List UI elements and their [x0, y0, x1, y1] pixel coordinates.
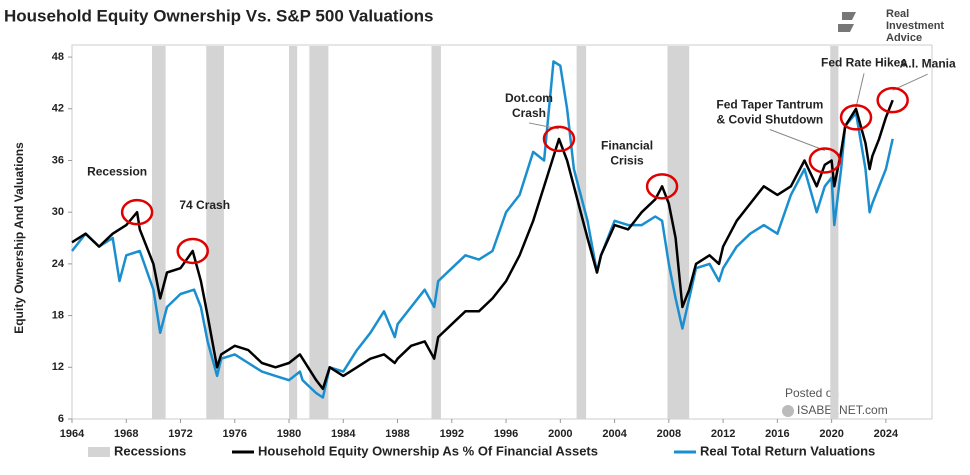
legend-swatch — [88, 447, 110, 457]
leader-line — [769, 129, 826, 151]
legend-label: Real Total Return Valuations — [700, 443, 875, 458]
x-tick-label: 2020 — [819, 428, 843, 440]
recession-band — [576, 46, 587, 419]
recession-band — [309, 46, 329, 419]
x-tick-label: 2016 — [765, 428, 789, 440]
recession-band — [152, 46, 166, 419]
y-tick-label: 30 — [52, 206, 64, 218]
x-tick-label: 1972 — [168, 428, 192, 440]
annotation: Dot.com — [505, 91, 553, 105]
annotation: Financial — [601, 138, 653, 152]
x-tick-label: 2000 — [548, 428, 572, 440]
y-tick-label: 24 — [52, 258, 65, 270]
y-tick-label: 42 — [52, 103, 64, 115]
leader-line — [855, 73, 865, 108]
series-line — [71, 60, 894, 399]
x-tick-label: 1964 — [60, 428, 85, 440]
posted-on: Posted on — [785, 386, 839, 400]
annotation-circle — [542, 125, 576, 153]
annotation: A.I. Mania — [900, 56, 956, 70]
x-tick-label: 1984 — [331, 428, 356, 440]
y-tick-label: 36 — [52, 154, 64, 166]
x-tick-label: 1992 — [440, 428, 464, 440]
recession-band — [667, 46, 690, 419]
brand: Real — [886, 8, 909, 20]
recession-band — [431, 46, 441, 419]
recession-band — [289, 46, 298, 419]
legend-label: Household Equity Ownership As % Of Finan… — [258, 443, 598, 458]
recession-band — [830, 46, 839, 419]
x-tick-label: 1968 — [114, 428, 138, 440]
annotation-circle — [120, 198, 154, 226]
annotation: Fed Rate Hikes — [821, 56, 907, 70]
x-tick-label: 1996 — [494, 428, 518, 440]
plot-frame — [71, 44, 933, 420]
y-tick-label: 18 — [52, 309, 64, 321]
annotation-circle — [645, 173, 679, 200]
brand: Investment — [886, 20, 944, 32]
legend-label: Recessions — [114, 443, 186, 458]
x-tick-label: 2004 — [602, 428, 627, 440]
posted-site: ISABELNET.com — [797, 403, 888, 417]
annotation: 74 Crash — [179, 198, 230, 212]
chart-title: Household Equity Ownership Vs. S&P 500 V… — [4, 6, 434, 25]
brand: Advice — [886, 32, 922, 44]
y-tick-label: 48 — [52, 51, 64, 63]
x-tick-label: 1988 — [385, 428, 409, 440]
series-line — [71, 99, 894, 391]
y-axis-label: Equity Ownership And Valuations — [12, 142, 26, 334]
y-tick-label: 12 — [52, 361, 64, 373]
x-tick-label: 2008 — [657, 428, 681, 440]
leader-line — [892, 73, 928, 91]
y-tick-label: 6 — [58, 413, 64, 425]
logo-icon — [838, 12, 856, 32]
annotation-circle — [808, 147, 842, 174]
x-tick-label: 1980 — [277, 428, 301, 440]
annotation-circle — [176, 237, 209, 265]
annotation: Crash — [512, 106, 546, 120]
x-tick-label: 2012 — [711, 428, 735, 440]
posted-icon — [782, 405, 794, 417]
annotation-circle — [876, 86, 909, 114]
annotation: Crisis — [610, 153, 644, 167]
annotation: Fed Taper Tantrum — [716, 98, 823, 112]
annotation: & Covid Shutdown — [717, 113, 824, 127]
annotation: Recession — [87, 164, 147, 178]
annotation-circle — [839, 104, 873, 131]
x-tick-label: 1976 — [223, 428, 247, 440]
x-tick-label: 2024 — [874, 428, 899, 440]
